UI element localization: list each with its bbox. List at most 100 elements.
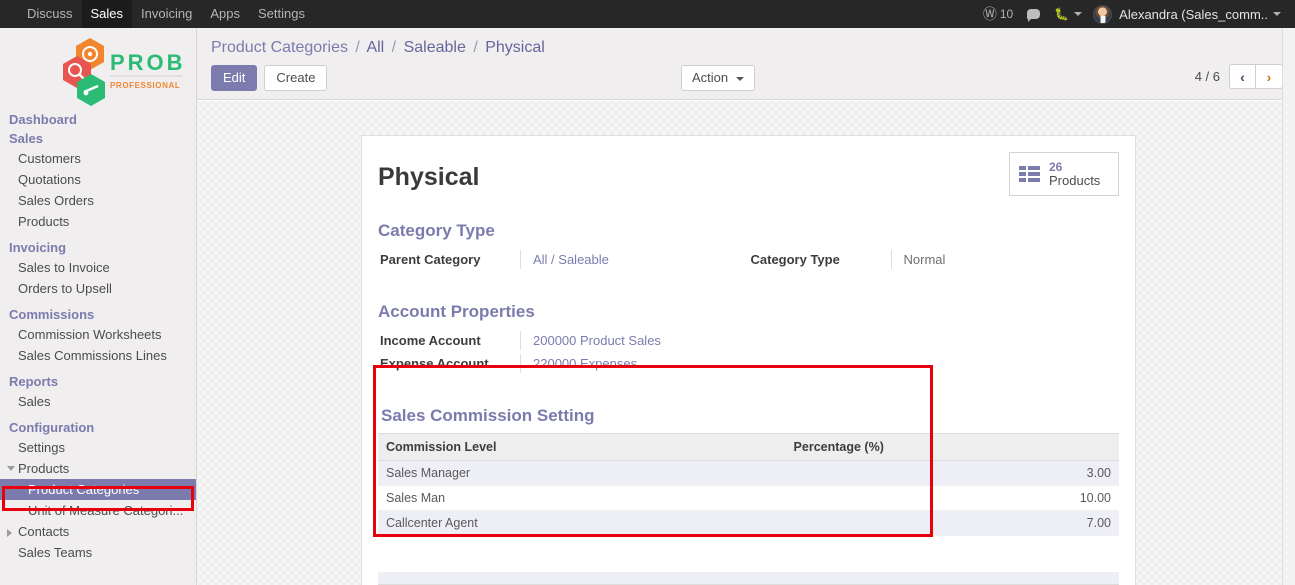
create-button[interactable]: Create: [264, 65, 328, 91]
mentions-indicator[interactable]: Ⓦ 10: [976, 0, 1020, 28]
breadcrumb-part-saleable: Saleable: [403, 39, 466, 56]
form-background: 26 Products Physical Category Type Paren…: [197, 101, 1295, 585]
sidebar-group-commissions[interactable]: Commissions: [9, 307, 95, 322]
stat-text: 26 Products: [1049, 160, 1100, 188]
sidebar-item-customers[interactable]: Customers: [18, 151, 81, 166]
table-row[interactable]: Callcenter Agent 7.00: [378, 510, 1119, 536]
field-value[interactable]: 200000 Product Sales: [520, 331, 749, 350]
user-menu[interactable]: Alexandra (Sales_comm..: [1089, 0, 1287, 28]
mentions-count: 10: [999, 7, 1014, 21]
form-sheet: 26 Products Physical Category Type Paren…: [361, 135, 1136, 585]
nav-item-settings[interactable]: Settings: [258, 6, 305, 21]
products-count: 26: [1049, 160, 1063, 174]
probuse-logo[interactable]: PROBUSE PROFESSIONAL BUSINESS: [0, 28, 196, 110]
pager-count: 4 / 6: [1194, 69, 1220, 84]
sidebar-item-unit-of-measure-categories[interactable]: Unit of Measure Categori...: [28, 503, 184, 518]
sidebar: PROBUSE PROFESSIONAL BUSINESS Dashboard …: [0, 28, 197, 585]
nav-item-apps[interactable]: Apps: [210, 6, 240, 21]
sidebar-item-product-categories[interactable]: Product Categories: [0, 479, 196, 500]
group-column-left: Parent Category All / Saleable: [378, 250, 749, 273]
pager: 4 / 6 ‹ ›: [1195, 64, 1283, 89]
field-label: Category Type: [750, 252, 840, 267]
sidebar-item-sales-to-invoice[interactable]: Sales to Invoice: [18, 260, 110, 275]
edit-button[interactable]: Edit: [211, 65, 258, 91]
sidebar-group-reports[interactable]: Reports: [9, 374, 59, 389]
breadcrumb-part-all: All: [366, 39, 385, 56]
messages-button[interactable]: [1020, 0, 1047, 28]
pager-previous-button[interactable]: ‹: [1229, 64, 1256, 89]
group-title-sales-commission-setting: Sales Commission Setting: [381, 406, 595, 425]
window-scrollbar[interactable]: [1282, 28, 1295, 585]
sidebar-group-configuration[interactable]: Configuration: [9, 420, 95, 435]
debug-menu[interactable]: 🐛: [1047, 0, 1089, 28]
group-title-account-properties: Account Properties: [378, 302, 535, 321]
sidebar-item-contacts[interactable]: Contacts: [0, 521, 196, 542]
svg-text:PROFESSIONAL BUSINESS: PROFESSIONAL BUSINESS: [110, 81, 182, 90]
field-label: Parent Category: [380, 252, 481, 267]
stat-button-box: 26 Products: [1009, 152, 1119, 196]
cell-percentage: 3.00: [785, 460, 1119, 486]
action-dropdown[interactable]: Action: [681, 65, 755, 91]
sidebar-item-reports-sales[interactable]: Sales: [18, 394, 51, 409]
chevron-down-icon: [1273, 12, 1281, 16]
cell-commission-level: Sales Manager: [378, 460, 786, 486]
field-parent-category: Parent Category All / Saleable: [378, 250, 749, 273]
sidebar-item-sales-commissions-lines[interactable]: Sales Commissions Lines: [18, 348, 167, 363]
group-column-right: Category Type Normal: [749, 250, 1120, 273]
table-header-row: Commission Level Percentage (%): [378, 433, 1119, 461]
pager-next-button[interactable]: ›: [1256, 64, 1283, 89]
sidebar-item-products[interactable]: Products: [18, 214, 70, 229]
sidebar-item-commission-worksheets[interactable]: Commission Worksheets: [18, 327, 162, 342]
cell-empty: [785, 535, 1119, 573]
table-footer-row: [378, 572, 1119, 585]
group-category-type: Parent Category All / Saleable Category …: [378, 250, 1119, 273]
sidebar-item-label: Products: [18, 461, 70, 476]
nav-item-invoicing[interactable]: Invoicing: [141, 6, 193, 21]
breadcrumb-separator: /: [473, 39, 478, 56]
products-stat-label: Products: [1049, 173, 1101, 188]
cell-percentage: 10.00: [785, 485, 1119, 511]
commission-table: Commission Level Percentage (%) Sales Ma…: [378, 433, 1119, 585]
chevron-right-icon: ›: [1266, 68, 1272, 85]
nav-item-sales[interactable]: Sales: [81, 0, 133, 28]
breadcrumb-root[interactable]: Product Categories: [211, 39, 348, 56]
action-label: Action: [692, 70, 729, 85]
field-label: Expense Account: [380, 356, 489, 371]
sidebar-group-dashboard[interactable]: Dashboard: [9, 112, 77, 127]
table-row[interactable]: Sales Man 10.00: [378, 485, 1119, 511]
sidebar-item-sales-teams[interactable]: Sales Teams: [18, 545, 93, 560]
sidebar-item-config-products[interactable]: Products: [0, 458, 196, 479]
main-menu: Discuss Sales Invoicing Apps Settings: [18, 0, 314, 28]
breadcrumb: Product Categories / All / Saleable / Ph…: [211, 39, 545, 57]
sidebar-group-sales[interactable]: Sales: [9, 131, 43, 146]
user-name: Alexandra (Sales_comm..: [1119, 6, 1268, 22]
bug-icon: 🐛: [1054, 7, 1070, 21]
svg-text:PROBUSE: PROBUSE: [110, 50, 182, 75]
nav-item-discuss[interactable]: Discuss: [27, 6, 73, 21]
sidebar-item-settings[interactable]: Settings: [18, 440, 65, 455]
breadcrumb-separator: /: [391, 39, 397, 56]
chevron-right-icon: [7, 529, 12, 537]
column-header-commission-level[interactable]: Commission Level: [378, 433, 786, 461]
group-account-properties: Income Account 200000 Product Sales Expe…: [378, 331, 1119, 377]
field-value[interactable]: 220000 Expenses: [520, 354, 749, 373]
caret-down-icon: [735, 76, 744, 81]
form-buttons: Edit Create: [211, 65, 328, 91]
field-value[interactable]: All / Saleable: [520, 250, 749, 269]
cell-empty: [378, 535, 786, 573]
group-title-category-type: Category Type: [378, 221, 495, 240]
page-title: Physical: [378, 163, 480, 191]
breadcrumb-part-physical: Physical: [485, 39, 545, 56]
cell-commission-level: Sales Man: [378, 485, 786, 511]
sales-commission-section: Sales Commission Setting Commission Leve…: [378, 405, 1119, 585]
content-area: Product Categories / All / Saleable / Ph…: [197, 28, 1295, 585]
sidebar-item-sales-orders[interactable]: Sales Orders: [18, 193, 94, 208]
sidebar-item-orders-to-upsell[interactable]: Orders to Upsell: [18, 281, 112, 296]
table-row[interactable]: Sales Manager 3.00: [378, 460, 1119, 486]
chevron-down-icon: [1074, 12, 1083, 16]
products-stat-button[interactable]: 26 Products: [1009, 152, 1119, 196]
sidebar-group-invoicing[interactable]: Invoicing: [9, 240, 67, 255]
sidebar-item-quotations[interactable]: Quotations: [18, 172, 81, 187]
column-header-percentage[interactable]: Percentage (%): [785, 433, 1119, 461]
control-panel: Product Categories / All / Saleable / Ph…: [197, 28, 1295, 100]
